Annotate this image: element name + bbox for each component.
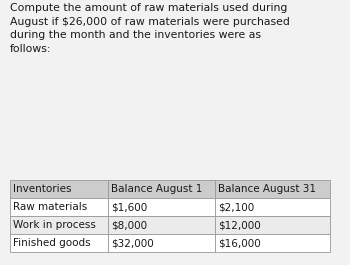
Bar <box>108 216 215 234</box>
Text: $2,100: $2,100 <box>218 202 254 212</box>
Bar <box>215 234 330 252</box>
Bar <box>10 180 108 198</box>
Bar <box>215 180 330 198</box>
Text: Finished goods: Finished goods <box>13 238 91 248</box>
Text: Work in process: Work in process <box>13 220 96 230</box>
Text: $12,000: $12,000 <box>218 220 261 230</box>
Text: Raw materials: Raw materials <box>13 202 87 212</box>
Bar <box>10 198 108 216</box>
Bar <box>10 234 108 252</box>
Bar <box>215 216 330 234</box>
Bar <box>108 198 215 216</box>
Text: Inventories: Inventories <box>13 184 71 194</box>
Text: $16,000: $16,000 <box>218 238 261 248</box>
Bar <box>108 234 215 252</box>
Text: $8,000: $8,000 <box>111 220 147 230</box>
Bar <box>108 180 215 198</box>
Bar <box>215 198 330 216</box>
Text: Balance August 1: Balance August 1 <box>111 184 202 194</box>
Text: Compute the amount of raw materials used during
August if $26,000 of raw materia: Compute the amount of raw materials used… <box>10 3 290 54</box>
Text: Balance August 31: Balance August 31 <box>218 184 316 194</box>
Bar <box>10 216 108 234</box>
Text: $1,600: $1,600 <box>111 202 147 212</box>
Text: $32,000: $32,000 <box>111 238 154 248</box>
